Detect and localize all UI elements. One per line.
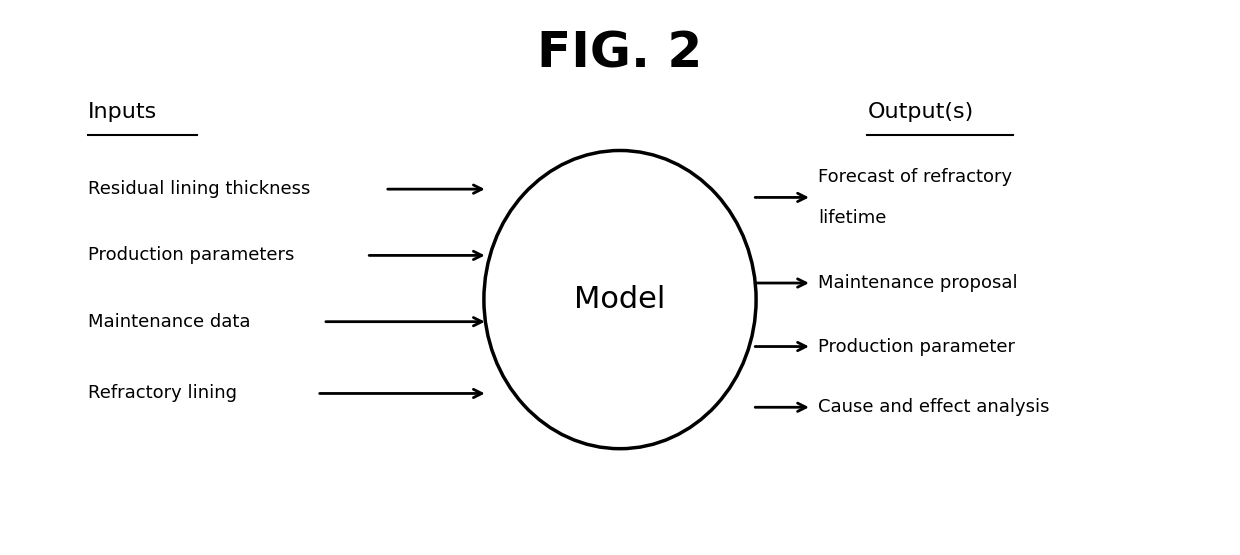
Text: Output(s): Output(s) bbox=[868, 102, 973, 122]
Text: Forecast of refractory

lifetime: Forecast of refractory lifetime bbox=[818, 168, 1012, 227]
Text: Production parameter: Production parameter bbox=[818, 337, 1016, 356]
Text: Production parameters: Production parameters bbox=[88, 246, 294, 264]
Text: Refractory lining: Refractory lining bbox=[88, 385, 237, 402]
Text: Inputs: Inputs bbox=[88, 102, 157, 122]
Text: Maintenance proposal: Maintenance proposal bbox=[818, 274, 1018, 292]
Text: Model: Model bbox=[574, 285, 666, 314]
Text: Residual lining thickness: Residual lining thickness bbox=[88, 180, 310, 198]
Text: FIG. 2: FIG. 2 bbox=[537, 29, 703, 77]
Text: Cause and effect analysis: Cause and effect analysis bbox=[818, 398, 1049, 416]
Text: Maintenance data: Maintenance data bbox=[88, 312, 250, 331]
